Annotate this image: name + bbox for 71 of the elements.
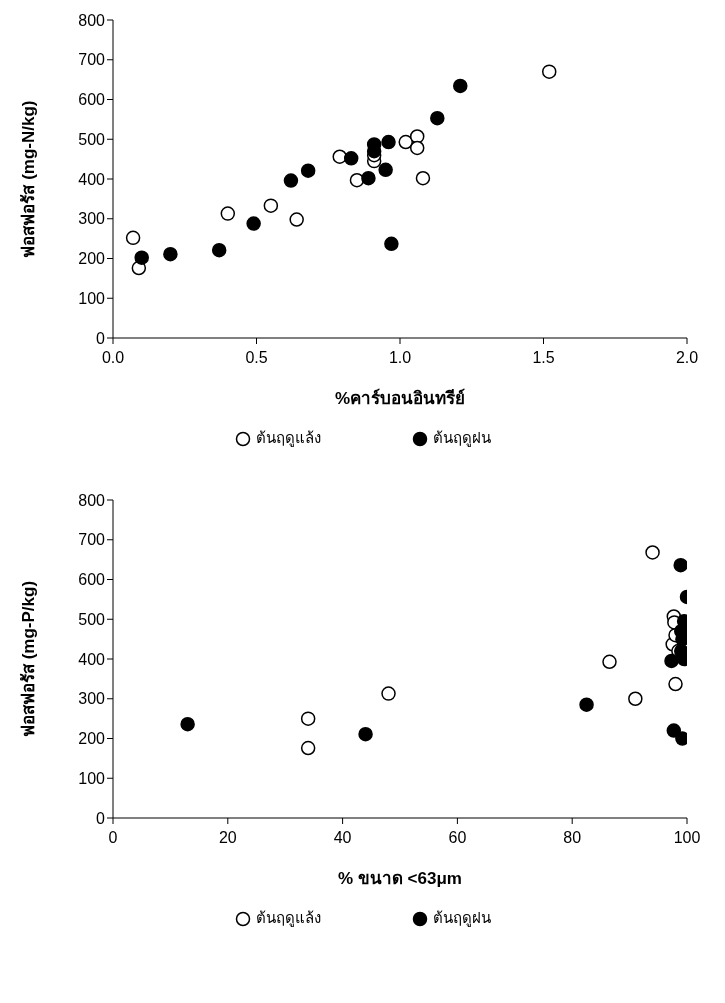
point <box>602 654 617 670</box>
y-tick-label: 0 <box>96 809 106 827</box>
x-tick-label: 80 <box>563 829 582 847</box>
point <box>180 716 195 732</box>
point <box>125 230 141 246</box>
point <box>358 726 373 742</box>
point <box>398 134 413 150</box>
point <box>163 246 178 262</box>
point <box>263 198 279 213</box>
point <box>673 557 687 573</box>
point <box>300 711 316 726</box>
y-tick-label: 0 <box>96 329 106 347</box>
y-tick-label: 700 <box>78 51 106 69</box>
y-tick-label: 700 <box>78 531 106 549</box>
point <box>628 691 643 706</box>
legend-label: ต้นฤดูแล้ง <box>255 428 321 449</box>
point <box>541 64 557 79</box>
legend-label: ต้นฤดูฝน <box>432 428 491 449</box>
point <box>668 676 683 692</box>
point <box>645 545 660 560</box>
point <box>384 236 399 252</box>
point <box>220 206 236 221</box>
x-tick-label: 100 <box>673 829 701 847</box>
point <box>381 686 396 701</box>
point <box>381 134 396 150</box>
y-axis-title: ฟอสฟอรัส (mg-P/kg) <box>19 580 39 738</box>
point <box>430 110 445 126</box>
x-tick-label: 60 <box>448 829 467 847</box>
x-tick-label: 40 <box>333 829 352 847</box>
y-tick-label: 800 <box>78 491 106 509</box>
y-tick-label: 600 <box>78 571 106 589</box>
y-tick-label: 100 <box>78 289 106 307</box>
point <box>134 250 149 265</box>
point <box>453 78 468 94</box>
y-tick-label: 400 <box>78 170 106 188</box>
x-tick-label: 1.0 <box>388 349 412 367</box>
point <box>409 140 425 156</box>
y-tick-label: 400 <box>78 650 106 668</box>
point <box>664 653 679 669</box>
point <box>283 173 299 188</box>
point <box>300 163 316 178</box>
y-tick-label: 200 <box>78 250 106 268</box>
x-tick-label: 20 <box>218 829 237 847</box>
point <box>300 740 316 756</box>
point <box>211 242 227 258</box>
point <box>246 216 261 231</box>
y-tick-label: 500 <box>78 130 106 148</box>
y-tick-label: 500 <box>78 610 106 628</box>
y-tick-label: 300 <box>78 690 106 708</box>
legend-label: ต้นฤดูแล้ง <box>255 908 321 929</box>
point <box>378 162 393 178</box>
legend-label: ต้นฤดูฝน <box>432 908 491 929</box>
point <box>415 170 431 186</box>
point <box>579 697 594 712</box>
x-tick-label: 2.0 <box>675 349 699 367</box>
point <box>361 170 376 186</box>
y-tick-label: 100 <box>78 769 106 787</box>
x-tick-label: 0 <box>108 829 118 847</box>
y-tick-label: 600 <box>78 91 106 109</box>
x-axis-title: % ขนาด <63μm <box>338 869 462 888</box>
x-tick-label: 0.0 <box>101 349 125 367</box>
point <box>675 731 687 746</box>
y-tick-label: 800 <box>78 11 106 29</box>
y-axis-title: ฟอสฟอรัส (mg-N/kg) <box>19 100 39 258</box>
point <box>289 212 304 227</box>
x-tick-label: 1.5 <box>532 349 555 367</box>
point <box>343 151 359 166</box>
y-tick-label: 200 <box>78 730 106 748</box>
y-tick-label: 300 <box>78 210 106 228</box>
x-tick-label: 0.5 <box>245 349 268 367</box>
x-axis-title: %คาร์บอนอินทรีย์ <box>334 388 466 408</box>
